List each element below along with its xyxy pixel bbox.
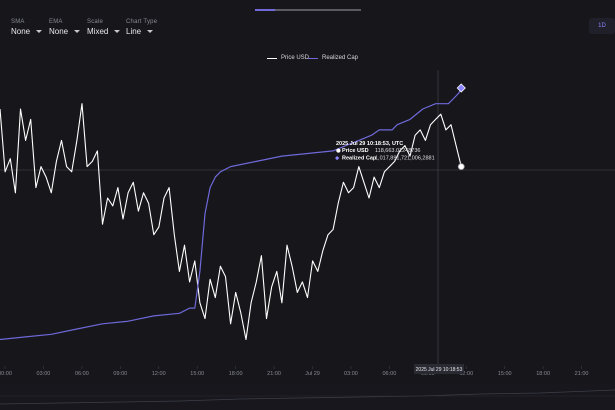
tooltip-timestamp: 2025 Jul 29 10:18:53, UTC xyxy=(336,141,403,147)
scale-select[interactable]: Mixed xyxy=(87,27,121,36)
navigator-series xyxy=(0,389,615,405)
x-tick-label: 09:00 xyxy=(113,371,127,377)
x-tick-label: 15:00 xyxy=(190,371,204,377)
toolbar: SMA None EMA None Scale Mixed Chart Type… xyxy=(0,0,615,44)
realized-cap-hover-marker xyxy=(456,83,466,93)
x-tick-label: 06:00 xyxy=(382,371,396,377)
chart-type-label: Chart Type xyxy=(126,19,158,25)
sma-select[interactable]: None xyxy=(11,27,43,36)
legend-swatch-price xyxy=(267,57,277,59)
x-tick-label: 00:00 xyxy=(0,371,12,377)
chart-type-control[interactable]: Chart Type Line xyxy=(126,19,157,36)
legend-swatch-realized-cap xyxy=(308,57,318,59)
x-tick-label: 03:00 xyxy=(344,371,358,377)
tooltip-realized-cap-label: Realized Cap xyxy=(342,156,377,162)
tooltip-price-value: 118,663.01248736 xyxy=(375,148,420,154)
sma-label: SMA xyxy=(11,19,25,25)
scale-label: Scale xyxy=(87,19,104,25)
price-hover-marker xyxy=(457,163,465,171)
ema-value: None xyxy=(49,27,69,36)
x-tick-label: 12:00 xyxy=(459,371,473,377)
markers-layer xyxy=(456,83,466,171)
chevron-down-icon xyxy=(114,30,121,33)
scale-control[interactable]: Scale Mixed xyxy=(87,19,121,36)
scale-value: Mixed xyxy=(87,27,109,36)
x-axis: 00:00 03:00 06:00 09:00 12:00 15:00 18:00 21:00… xyxy=(0,366,588,377)
tooltip-bullet-realized-cap: ◆ xyxy=(335,156,340,162)
chevron-down-icon xyxy=(147,30,154,33)
tab-indicator xyxy=(275,9,361,11)
navigator-track xyxy=(0,383,615,410)
x-tick-label: 21:00 xyxy=(575,371,589,377)
tooltip-realized-cap-value: 1,017,891,721,006,2881 xyxy=(375,156,435,162)
x-tick-label: 03:00 xyxy=(37,371,51,377)
series-line-realized-cap xyxy=(0,87,462,341)
sma-control[interactable]: SMA None xyxy=(11,19,43,36)
x-tick-label: 18:00 xyxy=(229,371,243,377)
chart-type-value: Line xyxy=(126,27,142,36)
x-tick-label: 21:00 xyxy=(267,371,281,377)
tooltip: 2025 Jul 29 10:18:53, UTC ● Price USD 11… xyxy=(335,141,435,162)
ema-control[interactable]: EMA None xyxy=(49,19,81,36)
range-1d-button[interactable]: 1D xyxy=(589,18,615,34)
chevron-down-icon xyxy=(74,30,81,33)
series-layer xyxy=(0,87,462,341)
ema-label: EMA xyxy=(49,19,63,25)
tooltip-bullet-price: ● xyxy=(336,148,341,154)
sma-value: None xyxy=(11,27,31,36)
legend-item-realized-cap[interactable]: Realized Cap xyxy=(308,55,358,61)
tooltip-price-label: Price USD xyxy=(342,148,369,154)
x-tick-label: 15:00 xyxy=(498,371,512,377)
chart-legend: Price USD Realized Cap xyxy=(0,55,615,67)
x-tick-label: 18:00 xyxy=(536,371,550,377)
series-line-price xyxy=(0,103,462,341)
legend-item-price[interactable]: Price USD xyxy=(267,55,309,61)
legend-label-realized-cap: Realized Cap xyxy=(322,55,359,61)
crosshair-label: 2025 Jul 29 10:18:53 xyxy=(416,367,463,373)
ema-select[interactable]: None xyxy=(49,27,81,36)
chevron-down-icon xyxy=(36,30,43,33)
crosshair-label-box xyxy=(414,364,464,374)
x-tick-label: 06:00 xyxy=(75,371,89,377)
navigator[interactable] xyxy=(0,383,615,410)
x-tick-label: Jul 29 xyxy=(305,371,320,377)
tab-indicator-active xyxy=(255,9,275,11)
chart-type-select[interactable]: Line xyxy=(126,27,157,36)
x-tick-label: 12:00 xyxy=(152,371,166,377)
legend-label-price: Price USD xyxy=(281,55,310,61)
